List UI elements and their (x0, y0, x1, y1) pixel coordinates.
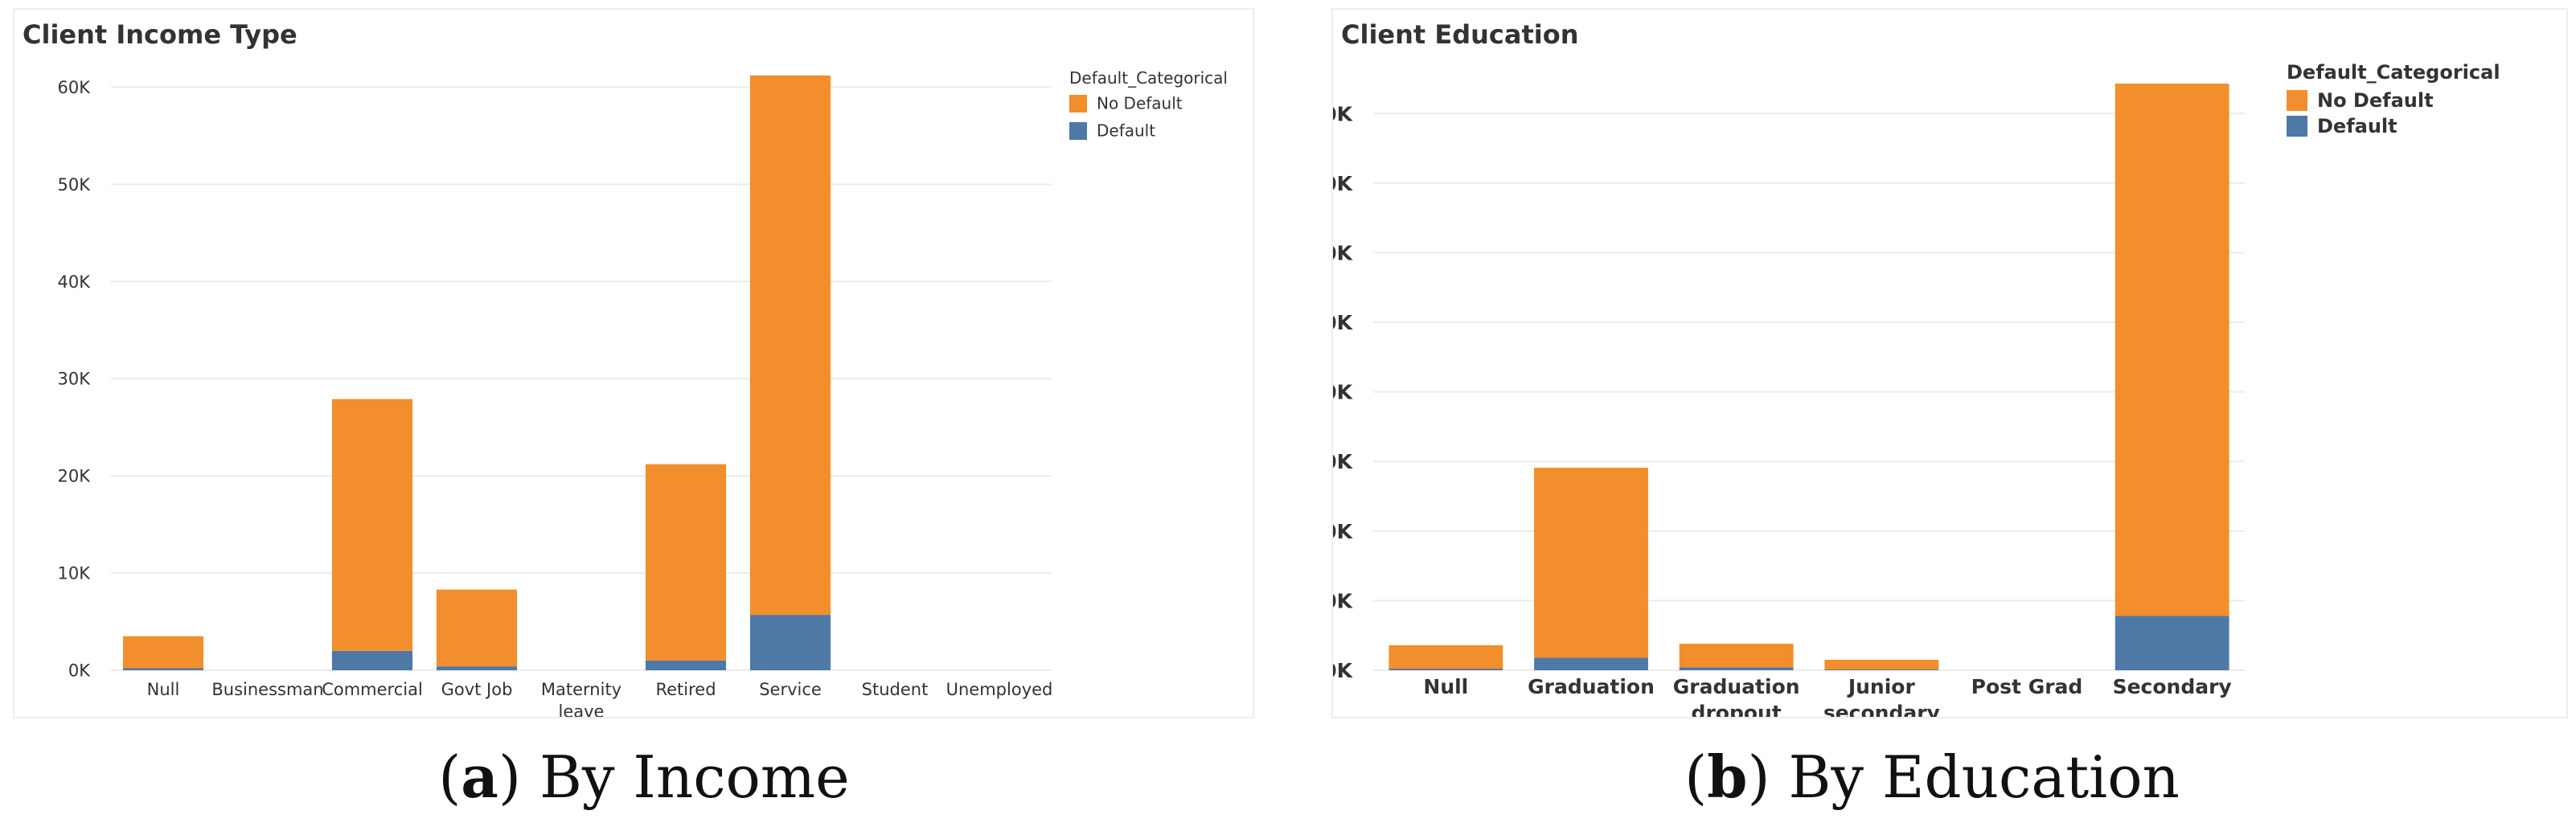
legend-entry: Default (1097, 121, 1155, 141)
y-tick-label: 0K (68, 661, 91, 681)
chart-title: Client Income Type (23, 19, 297, 50)
caption-label: a (461, 743, 498, 811)
legend-title: Default_Categorical (1069, 68, 1228, 88)
x-tick-label: Retired (655, 680, 716, 699)
legend-swatch (2287, 116, 2307, 137)
bar-segment (1679, 644, 1794, 668)
bar-segment (1679, 667, 1794, 670)
legend-swatch (1069, 122, 1087, 140)
legend-swatch (1069, 95, 1087, 113)
x-tick-label: Graduation dropout (1673, 675, 1800, 717)
education-chart: Client Education 0K 10K 20K 30K 40K 50K 60K 70K… (1331, 8, 2568, 718)
y-tick-label: 40K (58, 272, 92, 292)
caption-label: b (1707, 743, 1748, 811)
bar-segment (2115, 616, 2229, 670)
y-tick-label: 30K (58, 370, 92, 389)
y-tick-label: 60K (1333, 241, 1354, 264)
bar-segment (1534, 468, 1648, 658)
bar-segment (645, 660, 727, 670)
education-chart-plot: 0K 10K 20K 30K 40K 50K 60K 70K 80K Null Graduation… (1333, 61, 2500, 717)
legend-entry: Default (2317, 115, 2398, 137)
y-tick-label: 80K (1333, 102, 1354, 125)
y-tick-label: 30K (1333, 450, 1354, 473)
x-tick-label: Post Grad (1971, 675, 2083, 698)
bar-segment (331, 650, 413, 670)
x-tick-label: Unemployed (946, 680, 1053, 699)
x-tick-label: Businessman (211, 680, 323, 699)
bar-segment (1534, 657, 1648, 670)
bar-segment (1824, 660, 1939, 670)
income-chart: Client Income Type 0K 10K 20K 30K 40K 50K 60K N… (13, 8, 1254, 718)
x-tick-label: Null (1423, 675, 1468, 698)
income-chart-plot: 0K 10K 20K 30K 40K 50K 60K Null BusinessmanComme… (58, 68, 1228, 717)
legend-title: Default_Categorical (2287, 61, 2500, 84)
x-tick-label: Secondary (2113, 675, 2232, 698)
y-tick-label: 50K (58, 175, 92, 194)
caption-text: By Education (1788, 743, 2180, 811)
x-tick-label: Commercial (322, 680, 423, 699)
chart-title: Client Education (1341, 19, 1579, 50)
bar-segment (331, 399, 413, 651)
legend-entry: No Default (2317, 89, 2434, 112)
bar-segment (749, 75, 831, 616)
figure-caption: (b) By Education (1684, 743, 2180, 811)
education-chart-panel: Client Education 0K 10K 20K 30K 40K 50K 60K 70K… (1288, 0, 2576, 839)
y-tick-label: 20K (58, 467, 92, 486)
y-tick-label: 10K (1333, 589, 1354, 612)
y-tick-label: 20K (1333, 520, 1354, 543)
bar-segment (436, 589, 518, 667)
x-tick-label: Student (862, 680, 929, 699)
bar-segment (1388, 645, 1503, 669)
y-tick-label: 60K (58, 78, 92, 97)
x-tick-label: Maternity leave (541, 680, 621, 717)
bar-segment (1388, 668, 1503, 670)
caption-text: By Income (539, 743, 850, 811)
y-tick-label: 40K (1333, 381, 1354, 404)
x-tick-label: Service (759, 680, 822, 699)
y-tick-label: 0K (1333, 659, 1354, 682)
bar-segment (645, 464, 727, 661)
legend-entry: No Default (1097, 94, 1183, 113)
income-chart-panel: Client Income Type 0K 10K 20K 30K 40K 50K 60K N… (13, 8, 1254, 811)
x-tick-label: Graduation (1528, 675, 1655, 698)
figure-caption: (a) By Income (438, 743, 850, 811)
bar-segment (2115, 84, 2229, 616)
y-tick-label: 70K (1333, 172, 1354, 195)
bar-segment (122, 668, 204, 670)
bar-segment (749, 615, 831, 670)
bar-segment (436, 666, 518, 670)
x-tick-label: Junior secondary (1823, 675, 1940, 717)
x-tick-label: Govt Job (441, 680, 513, 699)
legend-swatch (2287, 90, 2307, 111)
x-tick-label: Null (147, 680, 180, 699)
bar-segment (122, 636, 204, 669)
y-tick-label: 50K (1333, 311, 1354, 334)
y-tick-label: 10K (58, 564, 92, 583)
